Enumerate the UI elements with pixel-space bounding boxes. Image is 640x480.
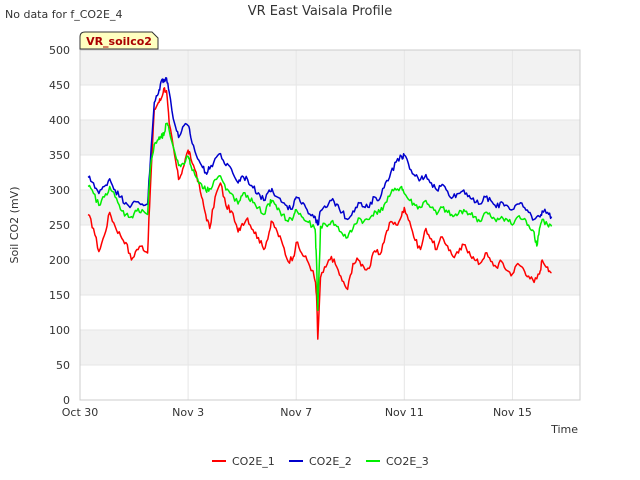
x-tick-label: Oct 30 xyxy=(62,406,99,419)
grid-band xyxy=(80,50,580,85)
site-label: VR_soilco2 xyxy=(86,35,152,48)
x-tick-label: Nov 7 xyxy=(280,406,312,419)
x-axis-label: Time xyxy=(550,423,578,436)
grid-band xyxy=(80,260,580,295)
legend: CO2E_1 CO2E_2 CO2E_3 xyxy=(212,455,429,468)
x-tick-label: Nov 11 xyxy=(385,406,424,419)
y-tick-label: 450 xyxy=(49,79,70,92)
y-tick-label: 200 xyxy=(49,254,70,267)
y-tick-label: 50 xyxy=(56,359,70,372)
legend-label: CO2E_1 xyxy=(232,455,275,468)
chart-title: VR East Vaisala Profile xyxy=(248,4,393,19)
site-label-badge: VR_soilco2 xyxy=(79,31,159,50)
series-line-co2e-1 xyxy=(87,87,552,340)
site-label-box xyxy=(79,31,159,50)
x-tick-label: Nov 3 xyxy=(172,406,204,419)
y-tick-label: 300 xyxy=(49,184,70,197)
y-axis-label: Soil CO2 (mV) xyxy=(8,187,21,264)
x-axis-ticks: Oct 30 Nov 3 Nov 7 Nov 11 Nov 15 xyxy=(62,406,532,419)
series-line-co2e-3 xyxy=(87,122,553,312)
series-line-co2e-2 xyxy=(87,77,553,226)
y-tick-label: 0 xyxy=(63,394,70,407)
legend-label: CO2E_2 xyxy=(309,455,352,468)
y-tick-label: 100 xyxy=(49,324,70,337)
y-tick-label: 400 xyxy=(49,114,70,127)
y-tick-label: 150 xyxy=(49,289,70,302)
legend-label: CO2E_3 xyxy=(386,455,429,468)
x-tick-label: Nov 15 xyxy=(493,406,532,419)
y-tick-label: 500 xyxy=(49,44,70,57)
grid-band xyxy=(80,330,580,365)
y-tick-label: 350 xyxy=(49,149,70,162)
y-tick-label: 250 xyxy=(49,219,70,232)
no-data-note: No data for f_CO2E_4 xyxy=(5,8,123,21)
grid-bands xyxy=(80,50,580,365)
plot-border xyxy=(79,49,581,401)
y-axis-ticks: 0 50 100 150 200 250 300 350 400 450 500 xyxy=(49,44,70,407)
grid-band xyxy=(80,120,580,155)
series-lines xyxy=(87,77,553,340)
